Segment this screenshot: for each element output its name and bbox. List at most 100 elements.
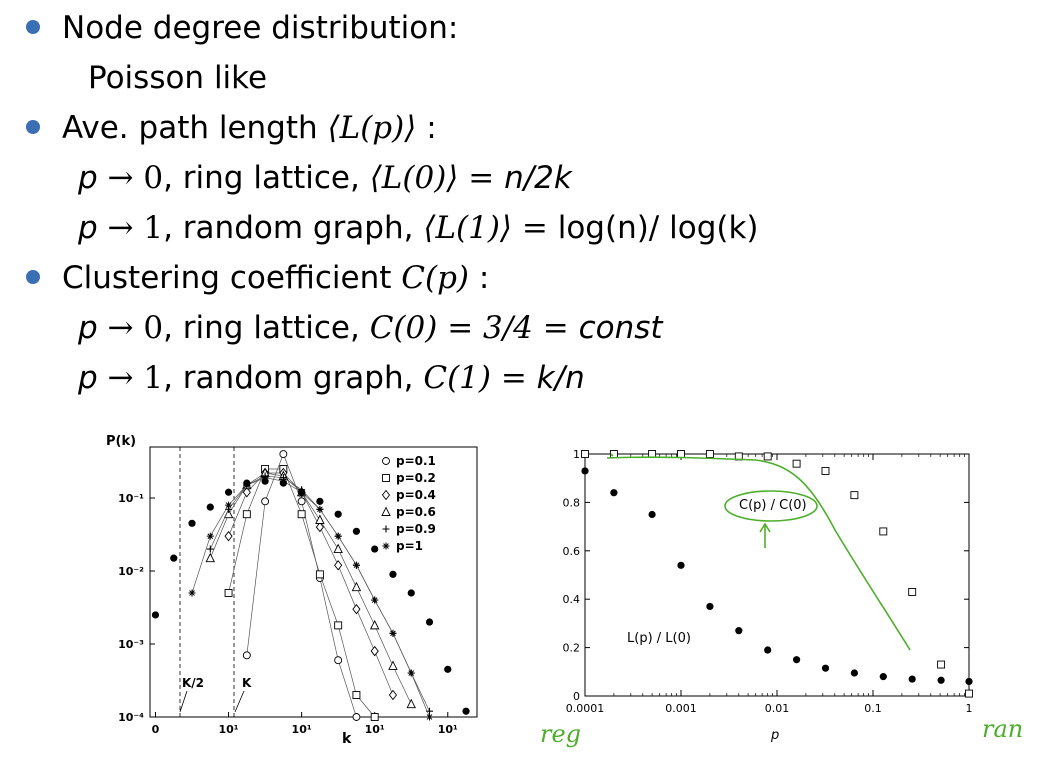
- series-dots-point: [389, 570, 397, 578]
- legend-marker: [382, 457, 390, 465]
- series-p-1-point: [352, 561, 360, 569]
- series-p-0-2-point: [297, 510, 306, 519]
- y-tick-label: 10⁻³: [118, 638, 144, 651]
- series-cp-point: [763, 452, 772, 461]
- series-p-1-point: [426, 713, 434, 721]
- series-p-0-4-point: [370, 645, 379, 657]
- series-lp-point: [792, 656, 801, 664]
- x-tick-label: 0: [152, 723, 160, 736]
- series-lp-point: [764, 646, 772, 654]
- series-p-0-1-point: [279, 450, 288, 459]
- series-p-0-6-point: [205, 552, 216, 563]
- bullet-dot: [26, 120, 40, 134]
- y-tick-label: 0.4: [563, 593, 581, 606]
- x-tick-label: 10¹: [438, 723, 458, 736]
- series-p-0-6-point: [315, 514, 325, 524]
- legend-label: p=1: [396, 539, 423, 553]
- series-p-0-6-line: [209, 472, 412, 705]
- annotation-arrow: [179, 690, 188, 713]
- series-p-0-2-point: [352, 691, 361, 699]
- series-dots-point: [371, 545, 379, 553]
- series-lp-point: [610, 489, 618, 497]
- legend-marker: [381, 489, 391, 501]
- series-p-1-point: [188, 589, 196, 597]
- series-p-0-6-point: [406, 698, 416, 709]
- series-p-1-point: [371, 596, 379, 604]
- series-dots-point: [206, 503, 214, 511]
- path-length-p1: p → 1, random graph, ⟨L(1)⟩ = log(n)/ lo…: [78, 210, 759, 246]
- series-dots-point: [224, 488, 233, 496]
- x-axis-label: k: [342, 731, 352, 747]
- annotation-arrow: [234, 690, 245, 713]
- bullet-degree-distribution: Node degree distribution:: [62, 10, 459, 46]
- legend-label: p=0.9: [396, 522, 436, 536]
- plot-frame: [584, 453, 970, 697]
- legend-marker: [381, 506, 391, 516]
- y-tick-label: 10⁻²: [118, 565, 144, 578]
- x-tick-label: 0.0001: [566, 702, 605, 715]
- series-dots-point: [334, 510, 342, 518]
- series-cp-point: [965, 689, 973, 698]
- degree-distribution-chart: P(k) k K/2 K 10⁻¹ 10⁻² 10⁻³ 10⁻⁴ 0 10¹ 10¹ 10¹…: [106, 434, 478, 747]
- series-cp-point: [581, 450, 589, 458]
- legend-label: p=0.2: [396, 471, 436, 485]
- series-p-1-point: [206, 532, 214, 540]
- bullet-list: Node degree distribution: Poisson like A…: [26, 10, 759, 396]
- x-tick-label: 10¹: [365, 723, 385, 736]
- series-cp-point: [705, 450, 714, 458]
- series-p-0-4-point: [388, 689, 398, 701]
- series-lp-point: [735, 627, 743, 635]
- bullet-path-length: Ave. path length ⟨L(p)⟩ :: [62, 110, 437, 146]
- series-p-0-4-point: [315, 521, 324, 533]
- series-p-0-1-point: [261, 497, 270, 506]
- series-p-0-2-point: [370, 713, 379, 721]
- x-tick-label: 10¹: [218, 723, 238, 736]
- series-dots-point: [407, 589, 415, 597]
- series-p-0-1-point: [297, 497, 306, 506]
- series-dots-point: [425, 618, 434, 626]
- series-p-0-2-point: [224, 589, 233, 597]
- series-p-1-point: [334, 532, 342, 540]
- legend-marker: [382, 542, 390, 550]
- y-tick-label: 10⁻¹: [118, 492, 144, 505]
- annotation-k: K: [242, 676, 252, 690]
- legend-marker: [382, 525, 390, 533]
- series-p-0-1-point: [352, 713, 361, 721]
- series-lp-point: [581, 467, 589, 475]
- series-cp-point: [850, 491, 859, 500]
- x-axis-label: p: [770, 728, 779, 743]
- series-p-0-1-point: [334, 656, 343, 665]
- x-tick-label: 0.1: [864, 702, 882, 715]
- series-p-1-line: [191, 477, 430, 718]
- series-cp-point: [648, 450, 657, 458]
- series-cp-point: [792, 459, 801, 468]
- y-tick-label: 1: [573, 448, 580, 461]
- series-dots-point: [243, 479, 251, 487]
- path-length-p0: p → 0, ring lattice, ⟨L(0)⟩ = n/2k: [78, 160, 572, 196]
- annotation-lp: L(p) / L(0): [627, 631, 691, 646]
- series-p-1-point: [316, 505, 324, 513]
- series-dots-point: [279, 479, 287, 487]
- handdrawn-arrow: [759, 522, 771, 548]
- y-tick-label: 0.2: [563, 642, 581, 655]
- series-cp-point: [677, 450, 685, 458]
- series-p-1-point: [389, 629, 397, 637]
- series-p-0-4-point: [224, 530, 233, 542]
- handwriting-left: reg: [540, 720, 582, 748]
- series-p-0-2-point: [242, 510, 251, 519]
- bullet-clustering: Clustering coefficient C(p) :: [62, 260, 490, 296]
- plot-frame: [149, 446, 478, 718]
- series-lp-point: [965, 677, 973, 686]
- x-tick-label: 0.01: [765, 702, 790, 715]
- x-tick-label: 1: [966, 702, 973, 715]
- series-lp-point: [706, 602, 714, 611]
- legend-label: p=0.6: [396, 505, 436, 519]
- series-p-0-2-point: [315, 570, 324, 579]
- series-dots-point: [352, 527, 361, 535]
- series-p-0-9-point: [206, 545, 214, 553]
- series-p-0-2-point: [334, 621, 343, 630]
- poisson-like-text: Poisson like: [88, 60, 268, 96]
- series-lp-point: [879, 673, 887, 681]
- legend-label: p=0.1: [396, 454, 436, 468]
- y-tick-label: 0.8: [563, 496, 581, 509]
